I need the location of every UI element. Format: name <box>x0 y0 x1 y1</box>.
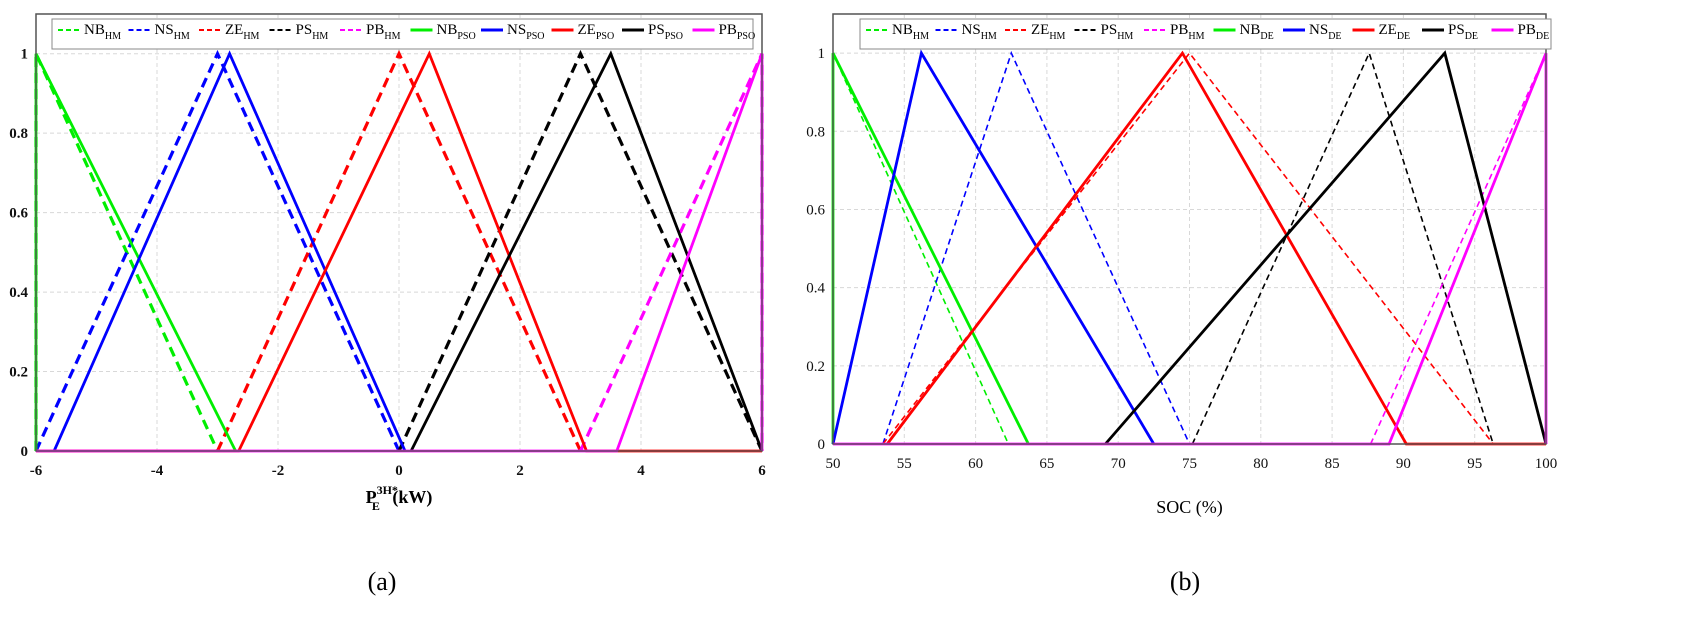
series-line-ps-pso <box>409 50 764 452</box>
legend-item-label: ZEPSO <box>578 22 615 42</box>
x-tick-label: -2 <box>272 463 285 479</box>
y-tick-label: 0.6 <box>806 202 825 218</box>
series-line-ns-hm <box>882 50 1191 445</box>
series-line-ps-hm <box>397 49 764 452</box>
plot-frame <box>35 13 763 452</box>
legend-item-label: PSDE <box>1448 22 1478 42</box>
x-tick-label: 95 <box>1467 456 1482 472</box>
series-line-ps-de <box>1104 50 1548 445</box>
panel-label: (a) <box>368 567 397 596</box>
plot-frame <box>832 13 1547 445</box>
legend-item-label: NSPSO <box>507 22 545 42</box>
x-tick-label: 4 <box>637 463 645 479</box>
x-tick-label: -4 <box>151 463 164 479</box>
y-tick-label: 0.2 <box>806 359 825 375</box>
panel-label: (b) <box>1170 567 1200 596</box>
panel-b: 50 55 60 65 70 75 80 85 90 95 100 0 0.2 0.4 0.6 0.8 1 NBH… <box>806 13 1558 596</box>
legend-item-label: PBHM <box>366 22 401 42</box>
y-tick-label: 0.4 <box>9 285 28 301</box>
series-line-pb-hm <box>1369 52 1547 445</box>
x-tick-label: 65 <box>1039 456 1054 472</box>
series-line-ns-hm <box>34 49 401 452</box>
y-tick-label: 0.6 <box>9 206 28 222</box>
y-tick-label: 0 <box>21 444 29 460</box>
legend <box>859 18 1552 50</box>
y-tick-label: 0.4 <box>806 281 825 297</box>
legend-item-label: PBDE <box>1518 22 1550 42</box>
x-tick-label: 0 <box>395 463 403 479</box>
series-line-ns-de <box>831 49 1156 445</box>
x-tick-label: 70 <box>1111 456 1126 472</box>
legend-item-label: ZEHM <box>225 22 260 42</box>
y-tick-label: 1 <box>21 47 29 63</box>
y-tick-label: 0.8 <box>9 126 28 142</box>
y-tick-label: 0.2 <box>9 365 28 381</box>
x-tick-label: 60 <box>968 456 983 472</box>
series-line-ps-hm <box>1191 50 1494 445</box>
x-tick-label: -6 <box>30 463 43 479</box>
legend-item-label: PSPSO <box>648 22 683 42</box>
x-tick-label: 6 <box>758 463 766 479</box>
y-tick-label: 1 <box>818 46 826 62</box>
x-tick-label: 90 <box>1396 456 1411 472</box>
legend-item-label: NBHM <box>84 22 121 42</box>
panel-a: -6 -4 -2 0 2 4 6 0 0.2 0.4 0.6 0.8 1 NBHM NSHM ZEHM PSHM… <box>9 13 766 596</box>
x-tick-label: 75 <box>1182 456 1197 472</box>
x-tick-label: 85 <box>1325 456 1340 472</box>
legend-item-label: PBPSO <box>719 22 756 42</box>
x-tick-label: 55 <box>897 456 912 472</box>
legend-item-label: PSHM <box>1101 22 1134 42</box>
y-tick-label: 0 <box>818 437 826 453</box>
x-tick-label: 2 <box>516 463 524 479</box>
x-tick-label: 80 <box>1253 456 1268 472</box>
legend <box>51 18 754 50</box>
legend-item-label: ZEDE <box>1379 22 1411 42</box>
legend-item-label: NBPSO <box>437 22 476 42</box>
legend-item-label: NSHM <box>962 22 997 42</box>
x-tick-label: 100 <box>1535 456 1558 472</box>
y-tick-label: 0.8 <box>806 124 825 140</box>
x-tick-label: 50 <box>826 456 841 472</box>
legend-item-label: PBHM <box>1170 22 1205 42</box>
series-line-ze-hm <box>216 49 582 452</box>
x-axis-label: SOC (%) <box>1156 497 1223 518</box>
legend-item-label: ZEHM <box>1031 22 1066 42</box>
legend-item-label: NSHM <box>155 22 190 42</box>
legend-item-label: NBDE <box>1240 22 1274 42</box>
x-axis-label: P3H* E (kW) <box>366 483 433 513</box>
legend-item-label: PSHM <box>296 22 329 42</box>
legend-item-label: NSDE <box>1309 22 1342 42</box>
legend-item-label: NBHM <box>892 22 929 42</box>
series-line-ns-pso <box>52 50 407 452</box>
